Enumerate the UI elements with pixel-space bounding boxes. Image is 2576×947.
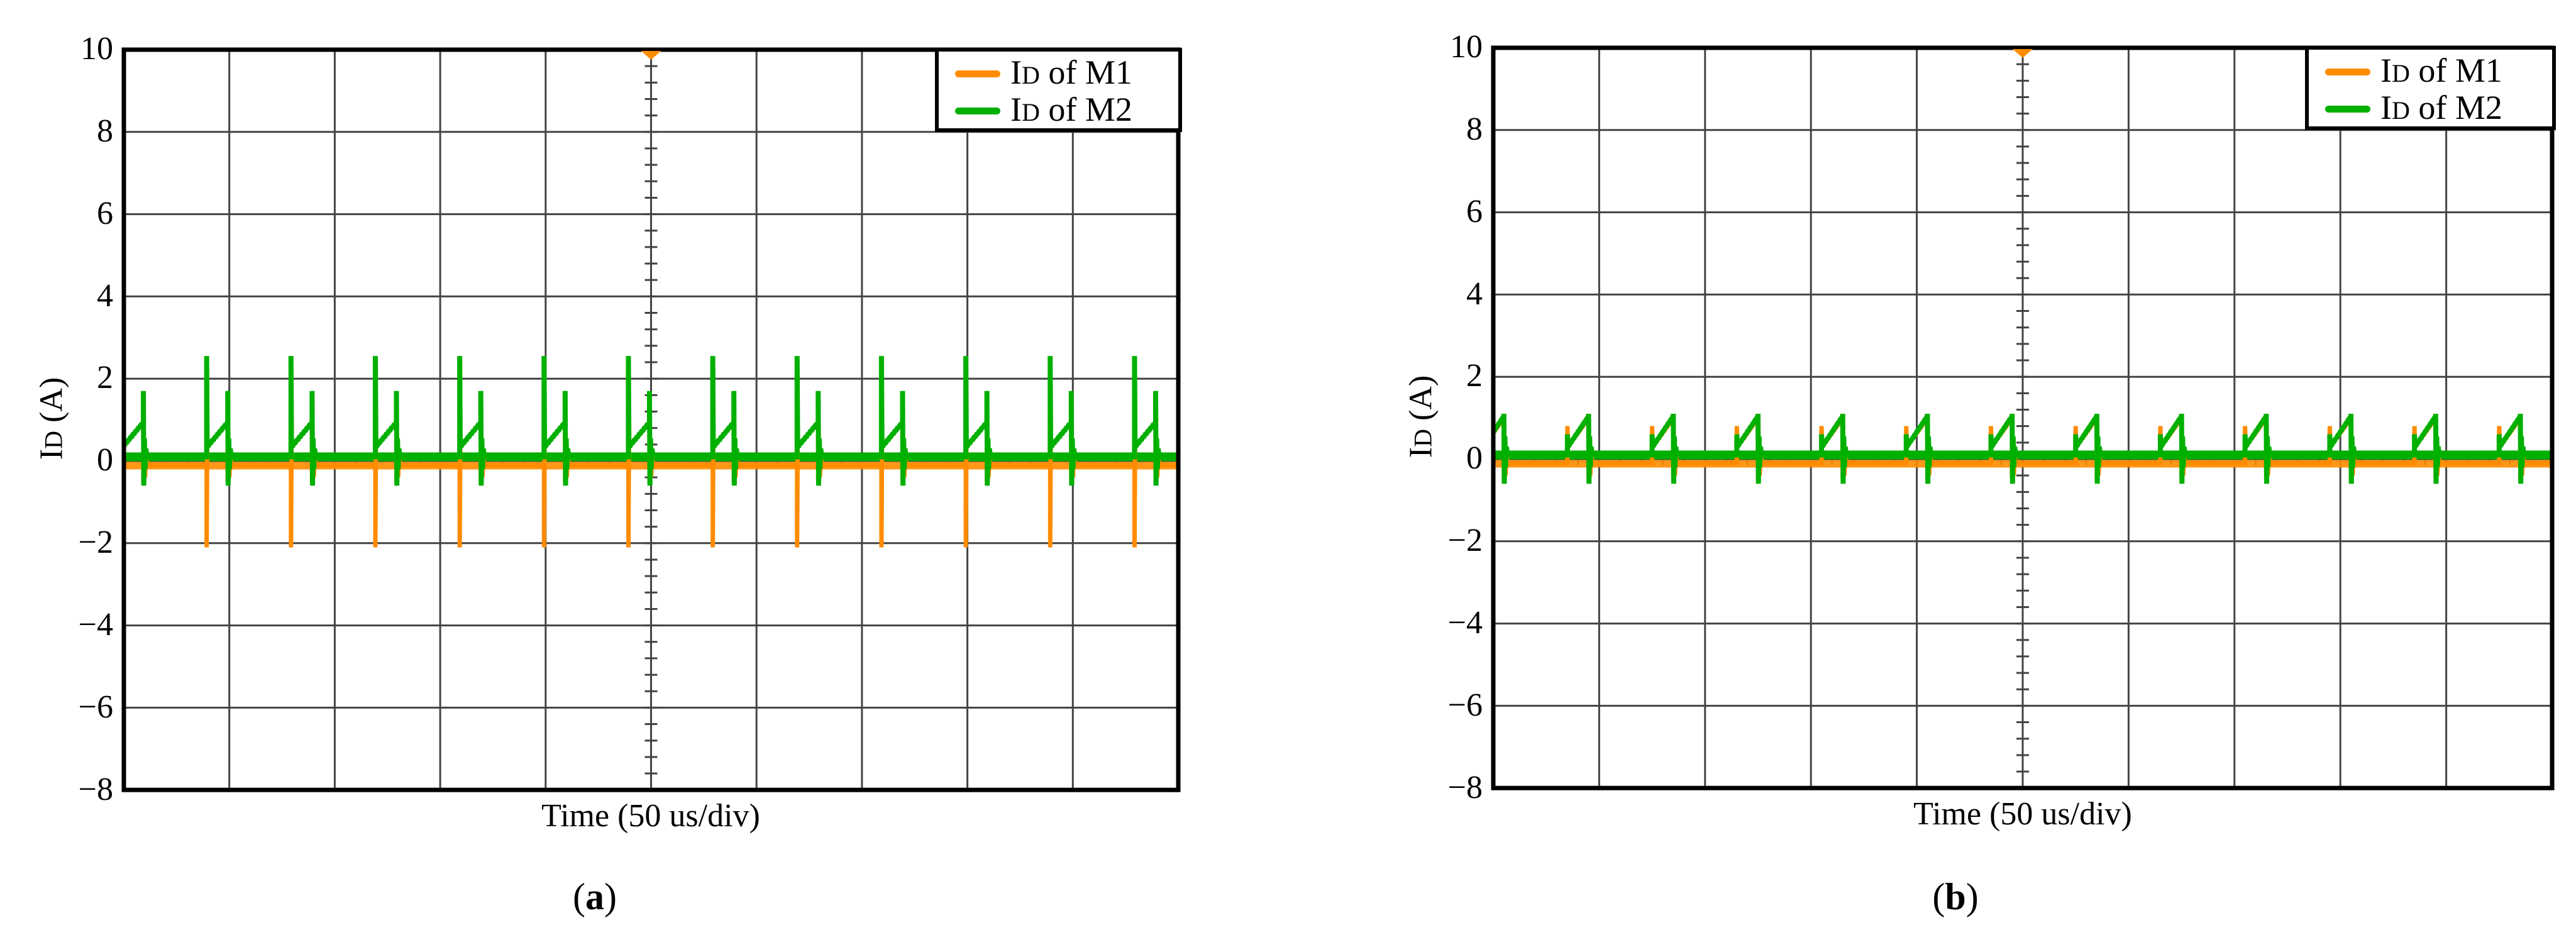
legend-swatch-m2 [2325, 105, 2370, 113]
y-axis-label-b: ID (A) [1403, 360, 1440, 474]
y-tick: −8 [1447, 770, 1483, 806]
x-axis-label-b: Time (50 us/div) [1913, 796, 2132, 832]
legend-label-m1: ID of M1 [2380, 51, 2502, 89]
y-tick: 4 [1466, 276, 1483, 312]
y-tick: 2 [97, 360, 113, 396]
legend-item-m2: ID of M2 [939, 92, 1132, 130]
y-tick: 8 [1466, 111, 1483, 147]
legend-label-m1: ID of M1 [1010, 53, 1132, 91]
y-tick: −4 [78, 607, 113, 643]
y-tick: −2 [1447, 523, 1483, 558]
y-tick: 0 [97, 442, 113, 478]
legend-swatch-m1 [2325, 68, 2370, 75]
x-axis-label-a: Time (50 us/div) [541, 798, 760, 834]
legend-label-m2: ID of M2 [1010, 90, 1132, 128]
y-tick: 4 [97, 278, 113, 314]
legend-item-m2: ID of M2 [2309, 90, 2502, 128]
y-tick: −4 [1447, 605, 1483, 641]
y-label-unit: (A) [1403, 375, 1439, 429]
legend-swatch-m1 [955, 70, 1000, 77]
panel-a: 10 8 6 4 2 0 −2 −4 −6 −8 ID (A) ID of M1… [34, 31, 1182, 917]
y-tick: −6 [1447, 687, 1483, 723]
legend-item-m1: ID of M1 [2309, 53, 2502, 91]
legend-item-m1: ID of M1 [939, 55, 1132, 92]
legend-swatch-m2 [955, 107, 1000, 114]
y-tick: −2 [78, 524, 113, 560]
y-tick: 6 [1466, 194, 1483, 230]
subcaption-a: (a) [573, 876, 617, 917]
legend-label-m2: ID of M2 [2380, 88, 2502, 126]
y-label-sub: D [1408, 428, 1437, 447]
legend-a: ID of M1 ID of M2 [935, 48, 1182, 132]
y-tick: −8 [78, 772, 113, 807]
y-tick: 10 [1450, 29, 1483, 65]
y-tick: 6 [97, 196, 113, 231]
y-tick: 0 [1466, 440, 1483, 476]
y-tick: 8 [97, 113, 113, 149]
y-tick: −6 [78, 689, 113, 725]
y-label-main: I [1403, 446, 1439, 458]
y-tick: 2 [1466, 358, 1483, 394]
legend-b: ID of M1 ID of M2 [2305, 46, 2556, 130]
y-tick: 10 [80, 31, 113, 67]
subcaption-b: (b) [1932, 876, 1979, 917]
plot-area-a [121, 47, 1181, 792]
